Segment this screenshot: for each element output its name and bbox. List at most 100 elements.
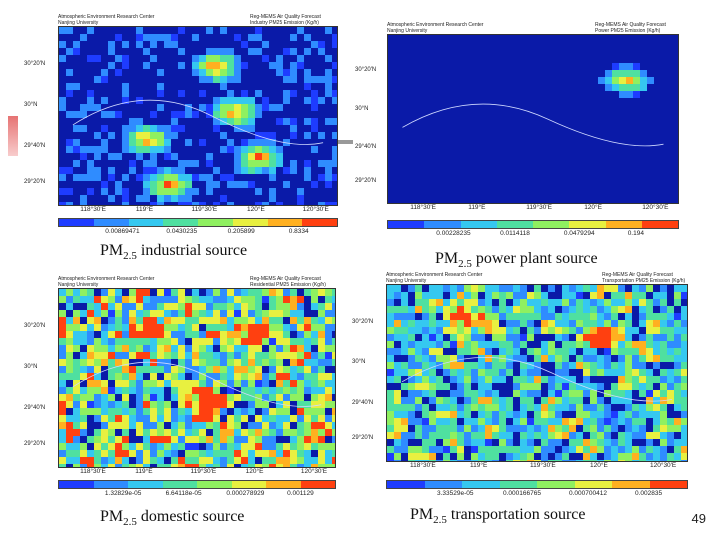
emission-cell	[248, 408, 255, 415]
emission-cell	[227, 317, 234, 324]
emission-cell	[283, 331, 290, 338]
emission-cell	[101, 429, 108, 436]
header-line: Transportation PM25 Emission (Kg/h)	[602, 278, 686, 284]
emission-cell	[122, 83, 129, 90]
emission-cell	[304, 331, 311, 338]
emission-cell	[248, 422, 255, 429]
colorbar-tick: 0.00228235	[436, 230, 471, 237]
emission-cell	[199, 366, 206, 373]
emission-cell	[59, 359, 66, 366]
emission-cell	[87, 401, 94, 408]
emission-cell	[647, 77, 654, 84]
emission-cell	[534, 383, 541, 390]
emission-cell	[234, 296, 241, 303]
emission-cell	[332, 41, 337, 48]
emission-cell	[394, 369, 401, 376]
emission-cell	[297, 345, 304, 352]
emission-cell	[569, 313, 576, 320]
emission-cell	[108, 195, 115, 202]
emission-cell	[520, 320, 527, 327]
emission-cell	[681, 383, 687, 390]
emission-cell	[269, 387, 276, 394]
emission-cell	[157, 408, 164, 415]
emission-cell	[234, 55, 241, 62]
emission-cell	[604, 362, 611, 369]
emission-cell	[276, 443, 283, 450]
emission-cell	[576, 404, 583, 411]
emission-cell	[199, 394, 206, 401]
latitude-tick: 29°20'N	[355, 177, 377, 184]
emission-cell	[429, 432, 436, 439]
emission-cell	[213, 69, 220, 76]
emission-cell	[562, 292, 569, 299]
emission-cell	[520, 439, 527, 446]
emission-cell	[297, 62, 304, 69]
emission-cell	[213, 359, 220, 366]
emission-cell	[220, 373, 227, 380]
emission-cell	[555, 418, 562, 425]
emission-cell	[611, 362, 618, 369]
emission-cell	[164, 338, 171, 345]
map-header-left: Atmospheric Environment Research Center N…	[386, 272, 482, 284]
colorbar-tick: 0.001129	[287, 490, 314, 497]
emission-cell	[66, 436, 73, 443]
caption-subscript: 2.5	[458, 258, 472, 271]
emission-cell	[583, 355, 590, 362]
emission-cell	[59, 443, 66, 450]
colorbar-swatch	[128, 219, 164, 226]
latitude-tick: 29°20'N	[352, 434, 374, 441]
emission-cell	[471, 390, 478, 397]
emission-cell	[513, 425, 520, 432]
emission-cell	[318, 457, 325, 464]
emission-cell	[325, 289, 332, 296]
emission-cell	[129, 132, 136, 139]
emission-cell	[499, 439, 506, 446]
emission-cell	[520, 341, 527, 348]
emission-cell	[394, 327, 401, 334]
emission-cell	[108, 359, 115, 366]
emission-cell	[457, 341, 464, 348]
emission-cell	[457, 411, 464, 418]
emission-cell	[122, 359, 129, 366]
emission-cell	[304, 443, 311, 450]
emission-cell	[555, 425, 562, 432]
emission-cell	[506, 313, 513, 320]
emission-cell	[59, 331, 66, 338]
emission-cell	[80, 146, 87, 153]
emission-cell	[94, 167, 101, 174]
emission-cell	[108, 436, 115, 443]
emission-cell	[597, 285, 604, 292]
emission-cell	[681, 446, 687, 453]
emission-cell	[499, 432, 506, 439]
emission-cell	[625, 439, 632, 446]
emission-cell	[387, 320, 394, 327]
emission-cell	[646, 285, 653, 292]
emission-cell	[513, 390, 520, 397]
emission-cell	[408, 411, 415, 418]
emission-cell	[143, 125, 150, 132]
emission-cell	[220, 394, 227, 401]
emission-cell	[562, 369, 569, 376]
emission-cell	[290, 118, 297, 125]
emission-cell	[143, 181, 150, 188]
emission-cell	[422, 320, 429, 327]
emission-cell	[136, 174, 143, 181]
emission-cell	[408, 404, 415, 411]
emission-cell	[304, 48, 311, 55]
emission-cell	[108, 167, 115, 174]
emission-cell	[541, 411, 548, 418]
emission-cell	[548, 411, 555, 418]
header-line: Nanjing University	[58, 20, 99, 26]
emission-cell	[248, 303, 255, 310]
emission-cell	[276, 118, 283, 125]
emission-cell	[583, 383, 590, 390]
emission-cell	[471, 418, 478, 425]
emission-cell	[506, 446, 513, 453]
emission-cell	[66, 415, 73, 422]
emission-cell	[87, 464, 94, 467]
emission-cell	[178, 125, 185, 132]
emission-cell	[457, 355, 464, 362]
emission-cell	[80, 464, 87, 467]
emission-cell	[276, 289, 283, 296]
emission-cell	[73, 415, 80, 422]
